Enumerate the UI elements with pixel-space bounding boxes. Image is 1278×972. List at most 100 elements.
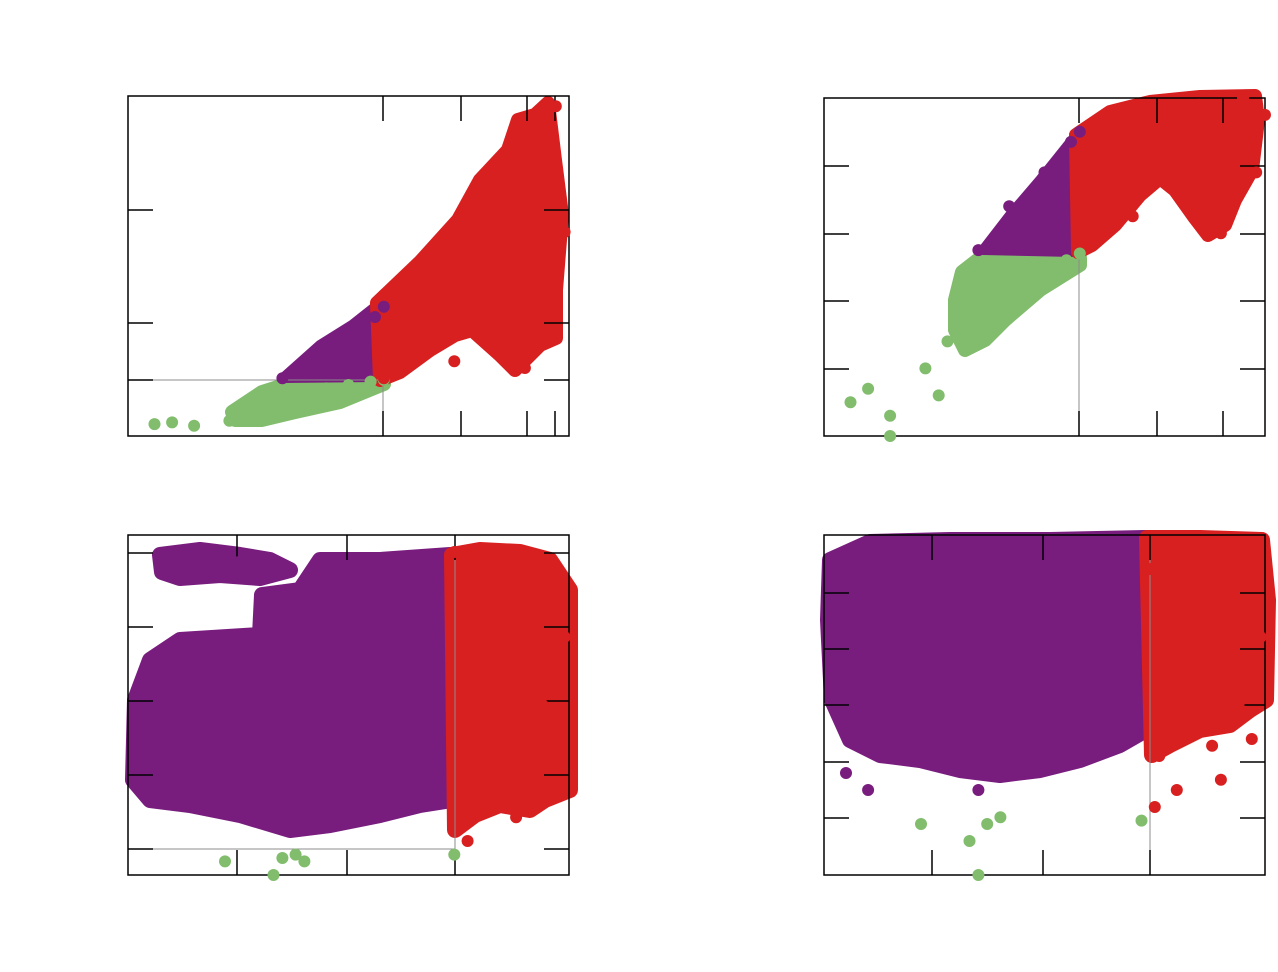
- green-point: [862, 382, 875, 395]
- purple-point: [862, 784, 875, 796]
- red-point: [1254, 631, 1267, 643]
- scatter-points: [148, 100, 571, 432]
- purple-point: [950, 716, 963, 728]
- red-point: [1214, 227, 1227, 240]
- green-point: [972, 869, 985, 881]
- purple-point: [826, 597, 839, 609]
- green-point: [298, 385, 311, 398]
- red-point: [1245, 733, 1258, 745]
- green-cloud: [948, 251, 1087, 357]
- green-point: [844, 396, 857, 409]
- plot-frame: [823, 97, 1266, 437]
- red-cloud: [1069, 89, 1265, 259]
- red-cloud: [370, 96, 569, 387]
- red-point: [439, 300, 452, 313]
- purple-point: [276, 372, 289, 385]
- red-point: [1148, 125, 1161, 138]
- purple-cloud: [278, 301, 383, 383]
- purple-point: [1016, 750, 1029, 762]
- green-point: [941, 335, 954, 348]
- red-point: [1214, 773, 1227, 786]
- red-point: [404, 334, 417, 347]
- red-point: [549, 100, 562, 113]
- green-point: [884, 409, 897, 422]
- red-point: [1197, 220, 1210, 233]
- purple-point: [1082, 739, 1095, 752]
- green-point: [254, 396, 267, 408]
- green-point: [1073, 247, 1086, 260]
- purple-point: [307, 355, 320, 368]
- purple-point: [928, 597, 941, 609]
- red-point: [1126, 210, 1139, 223]
- red-point: [474, 801, 487, 813]
- red-point: [1073, 234, 1086, 246]
- purple-point: [840, 767, 852, 779]
- purple-point: [342, 614, 355, 626]
- scatter-points: [144, 546, 571, 881]
- purple-point: [342, 331, 355, 344]
- purple-point: [254, 801, 267, 813]
- red-point: [1104, 176, 1117, 189]
- green-point: [963, 835, 976, 847]
- purple-point: [210, 784, 223, 796]
- purple-point: [972, 784, 985, 796]
- purple-point: [364, 750, 377, 762]
- red-point: [510, 767, 523, 779]
- red-point: [448, 355, 461, 368]
- purple-point: [1104, 631, 1117, 643]
- purple-point: [320, 767, 333, 779]
- purple-point: [166, 552, 179, 565]
- green-point: [994, 261, 1007, 273]
- red-point: [1153, 750, 1166, 762]
- red-point: [377, 372, 390, 385]
- green-point: [1029, 277, 1042, 290]
- red-point: [1250, 166, 1263, 179]
- purple-point: [386, 563, 399, 575]
- plot-frame: [127, 534, 570, 876]
- red-cloud: [1139, 530, 1276, 763]
- red-point: [510, 811, 523, 824]
- red-point: [558, 226, 571, 238]
- scatter-points: [826, 563, 1267, 881]
- purple-point: [1003, 200, 1016, 213]
- red-point: [1237, 92, 1249, 104]
- purple-point: [144, 716, 157, 728]
- green-point: [1135, 814, 1148, 827]
- green-point: [932, 389, 945, 402]
- axis-ticks: [824, 535, 1265, 875]
- green-point: [267, 869, 280, 881]
- purple-point: [972, 244, 985, 257]
- red-point: [1192, 98, 1205, 111]
- green-point: [364, 375, 377, 388]
- purple-point: [1038, 563, 1051, 575]
- green-point: [166, 416, 179, 429]
- purple-point: [1060, 699, 1073, 711]
- green-point: [276, 389, 289, 402]
- green-point: [448, 848, 461, 861]
- red-point: [1162, 159, 1174, 172]
- purple-point: [369, 311, 381, 323]
- purple-point: [232, 556, 245, 569]
- red-point: [558, 631, 571, 643]
- green-point: [223, 414, 236, 427]
- green-point: [967, 261, 980, 273]
- green-point: [884, 430, 897, 442]
- green-cloud: [225, 370, 391, 427]
- purple-point: [166, 767, 179, 779]
- red-point: [1170, 784, 1183, 796]
- green-point: [994, 811, 1007, 824]
- purple-point: [276, 631, 289, 643]
- plot-frame: [127, 95, 570, 437]
- green-point: [219, 855, 231, 868]
- red-point: [1148, 801, 1161, 813]
- red-point: [532, 107, 545, 119]
- purple-point: [298, 733, 311, 745]
- green-point: [320, 382, 333, 395]
- red-point: [492, 631, 505, 643]
- axis-ticks: [128, 535, 569, 875]
- red-point: [457, 733, 470, 745]
- purple-cloud: [125, 542, 460, 838]
- green-point: [236, 399, 249, 412]
- green-point: [959, 311, 972, 324]
